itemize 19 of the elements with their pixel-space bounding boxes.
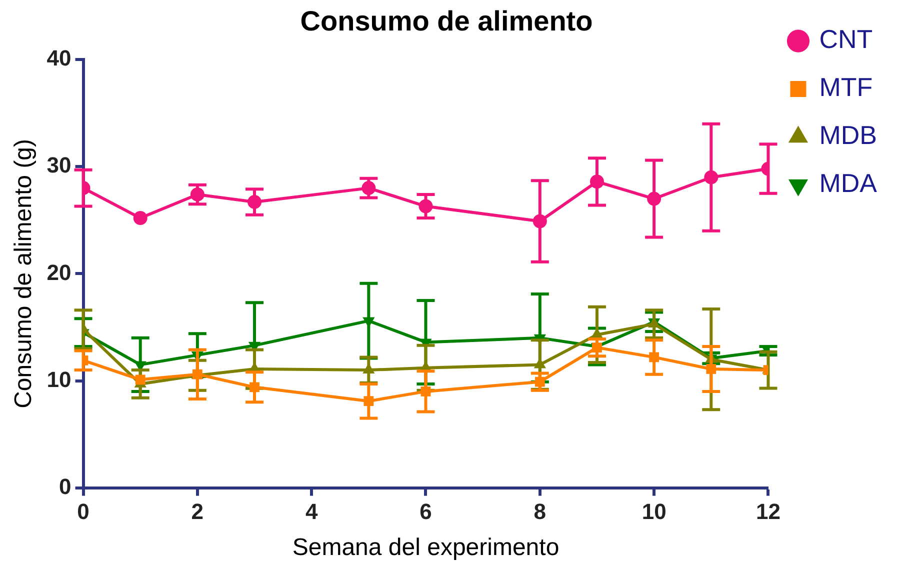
x-tick-label: 0: [77, 499, 90, 524]
x-tick-label: 8: [534, 499, 546, 524]
legend-label: MTF: [819, 72, 873, 102]
x-tick-label: 10: [642, 499, 666, 524]
x-axis-title: Semana del experimento: [292, 534, 560, 562]
chart-title: Consumo de alimento: [300, 6, 593, 37]
legend-label: MDA: [819, 168, 878, 198]
y-tick-label: 10: [46, 366, 72, 392]
x-tick-label: 4: [305, 499, 318, 524]
y-tick-label: 30: [46, 152, 72, 178]
legend-label: CNT: [819, 24, 873, 54]
y-axis-title: Consumo de alimento (g): [10, 138, 38, 408]
x-tick-label: 12: [756, 499, 780, 524]
y-tick-label: 20: [46, 260, 72, 285]
x-tick-label: 6: [420, 499, 432, 524]
x-tick-label: 2: [191, 499, 204, 524]
legend-label: MDB: [819, 120, 878, 150]
y-tick-label: 40: [46, 46, 72, 71]
y-tick-label: 0: [59, 474, 72, 499]
